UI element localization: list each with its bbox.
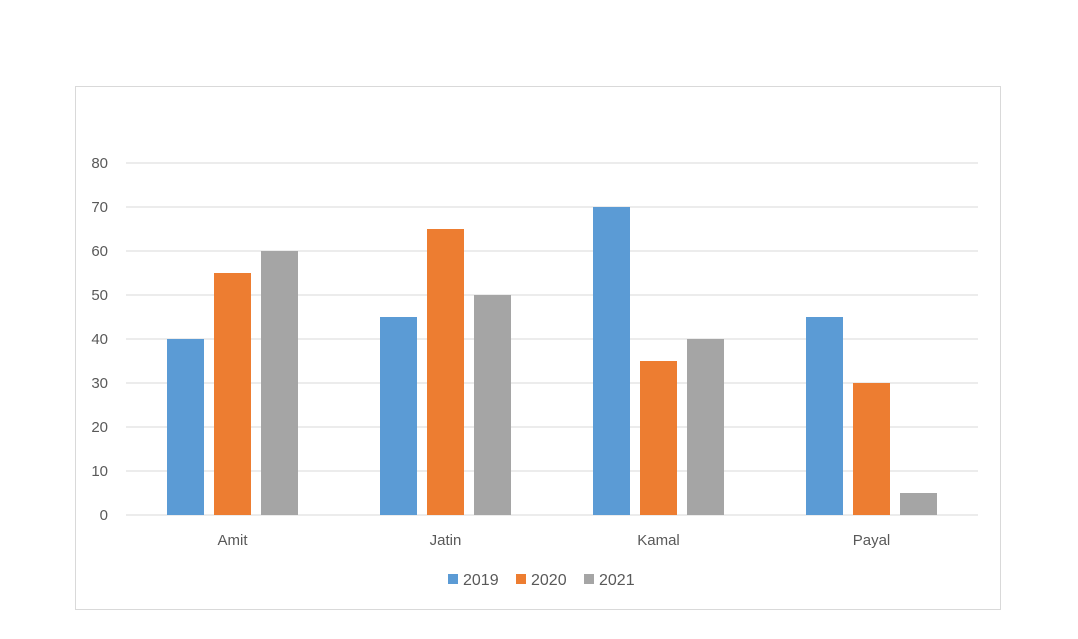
bar-jatin-2021: [474, 295, 511, 515]
y-tick-label: 40: [91, 331, 108, 348]
y-tick-label: 20: [91, 419, 108, 436]
x-category-label: Payal: [853, 532, 891, 549]
bar-payal-2021: [900, 493, 937, 515]
y-tick-label: 30: [91, 375, 108, 392]
bar-amit-2019: [167, 339, 204, 515]
legend-label-2019: 2019: [463, 572, 499, 589]
x-category-label: Jatin: [430, 532, 462, 549]
y-tick-label: 70: [91, 199, 108, 216]
y-tick-label: 10: [91, 463, 108, 480]
bar-kamal-2020: [640, 361, 677, 515]
bar-amit-2021: [261, 251, 298, 515]
legend-swatch-2021: [584, 574, 594, 584]
legend-swatch-2019: [448, 574, 458, 584]
legend-label-2020: 2020: [531, 572, 567, 589]
bars: [167, 207, 937, 515]
y-axis-ticks: 0 10 20 30 40 50 60 70 80: [91, 155, 108, 524]
x-category-label: Amit: [218, 532, 249, 549]
y-tick-label: 50: [91, 287, 108, 304]
y-tick-label: 60: [91, 243, 108, 260]
bar-amit-2020: [214, 273, 251, 515]
y-tick-label: 80: [91, 155, 108, 172]
bar-jatin-2019: [380, 317, 417, 515]
bar-kamal-2021: [687, 339, 724, 515]
y-tick-label: 0: [100, 507, 108, 524]
x-axis-categories: Amit Jatin Kamal Payal: [218, 532, 891, 549]
bar-jatin-2020: [427, 229, 464, 515]
legend-label-2021: 2021: [599, 572, 635, 589]
bar-payal-2020: [853, 383, 890, 515]
legend: 2019 2020 2021: [448, 572, 635, 589]
legend-swatch-2020: [516, 574, 526, 584]
x-category-label: Kamal: [637, 532, 680, 549]
bar-kamal-2019: [593, 207, 630, 515]
gridlines: [126, 162, 978, 516]
bar-payal-2019: [806, 317, 843, 515]
